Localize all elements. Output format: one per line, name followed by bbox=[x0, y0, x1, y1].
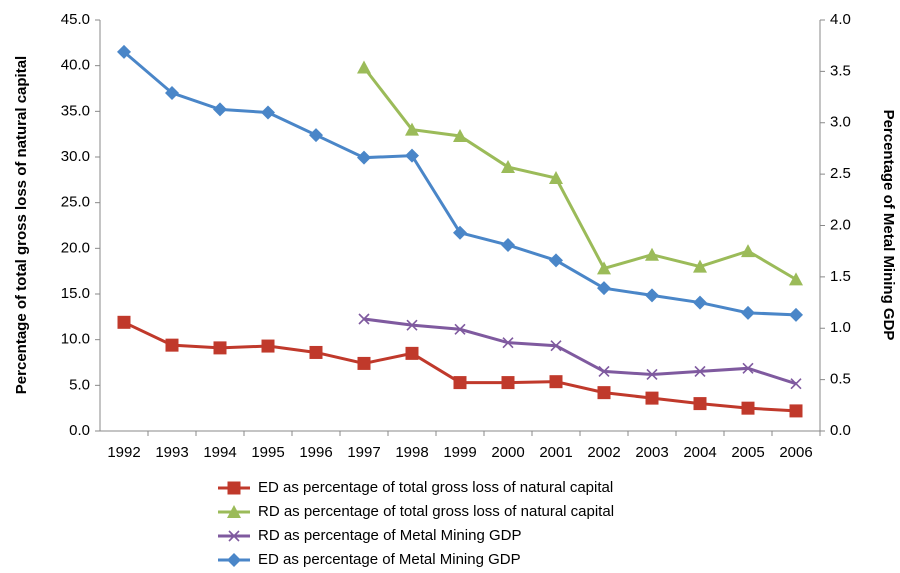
y-tick-label: 10.0 bbox=[61, 331, 90, 348]
y2-tick-label: 3.0 bbox=[830, 114, 851, 131]
data-point bbox=[693, 259, 707, 273]
data-point bbox=[502, 337, 514, 349]
data-point bbox=[117, 315, 131, 329]
data-point bbox=[645, 247, 659, 261]
y2-tick-label: 2.5 bbox=[830, 165, 851, 182]
y2-tick-label: 0.5 bbox=[830, 371, 851, 388]
legend-marker bbox=[227, 553, 241, 567]
data-point bbox=[357, 150, 371, 165]
y-axis-title: Percentage of total gross loss of natura… bbox=[13, 56, 30, 394]
data-point bbox=[213, 341, 227, 355]
data-point bbox=[550, 340, 562, 352]
x-tick-label: 2001 bbox=[539, 444, 572, 461]
data-point bbox=[741, 244, 755, 258]
data-point bbox=[549, 375, 563, 389]
series-line bbox=[363, 317, 797, 386]
y2-tick-label: 2.0 bbox=[830, 216, 851, 233]
data-point bbox=[454, 323, 466, 335]
data-point bbox=[789, 307, 803, 322]
y2-axis-title: Percentage of Metal Mining GDP bbox=[880, 110, 897, 341]
data-point bbox=[213, 102, 227, 117]
data-point bbox=[789, 404, 803, 418]
series-line bbox=[123, 50, 797, 317]
data-point bbox=[261, 105, 275, 120]
y2-tick-label: 3.5 bbox=[830, 62, 851, 79]
data-point bbox=[501, 238, 515, 253]
data-point bbox=[261, 339, 275, 353]
y2-tick-label: 1.0 bbox=[830, 319, 851, 336]
y-tick-label: 25.0 bbox=[61, 194, 90, 211]
data-point bbox=[309, 128, 323, 143]
data-point bbox=[357, 60, 371, 74]
y2-tick-label: 1.5 bbox=[830, 268, 851, 285]
x-tick-label: 2002 bbox=[587, 444, 620, 461]
data-point bbox=[790, 378, 802, 390]
y-tick-label: 0.0 bbox=[69, 422, 90, 439]
legend-label: ED as percentage of total gross loss of … bbox=[258, 479, 613, 496]
data-point bbox=[598, 365, 610, 377]
x-tick-label: 1999 bbox=[443, 444, 476, 461]
data-point bbox=[453, 128, 467, 142]
data-point bbox=[597, 386, 611, 400]
y-tick-label: 35.0 bbox=[61, 102, 90, 119]
x-tick-label: 1997 bbox=[347, 444, 380, 461]
x-tick-label: 1996 bbox=[299, 444, 332, 461]
data-point bbox=[501, 376, 515, 390]
data-point bbox=[549, 253, 563, 268]
data-point bbox=[453, 376, 467, 390]
y-tick-label: 30.0 bbox=[61, 148, 90, 165]
x-tick-label: 1995 bbox=[251, 444, 284, 461]
data-point bbox=[741, 305, 755, 320]
legend-marker bbox=[227, 481, 241, 495]
data-point bbox=[742, 362, 754, 374]
data-point bbox=[358, 313, 370, 325]
data-point bbox=[501, 160, 515, 174]
legend-marker bbox=[227, 505, 241, 518]
x-tick-label: 2006 bbox=[779, 444, 812, 461]
data-point bbox=[357, 356, 371, 370]
data-point bbox=[646, 368, 658, 381]
y-tick-label: 5.0 bbox=[69, 376, 90, 393]
data-point bbox=[405, 346, 419, 360]
data-point bbox=[597, 281, 611, 296]
data-point bbox=[453, 225, 467, 240]
data-point bbox=[406, 319, 418, 331]
y-tick-label: 45.0 bbox=[61, 11, 90, 28]
data-point bbox=[789, 272, 803, 286]
data-point bbox=[693, 295, 707, 310]
legend-label: RD as percentage of total gross loss of … bbox=[258, 503, 614, 520]
data-point bbox=[405, 148, 419, 163]
y-tick-label: 40.0 bbox=[61, 57, 90, 74]
x-tick-label: 1993 bbox=[155, 444, 188, 461]
data-point bbox=[165, 338, 179, 352]
data-point bbox=[645, 391, 659, 405]
data-point bbox=[645, 288, 659, 303]
data-point bbox=[165, 85, 179, 100]
x-tick-label: 2005 bbox=[731, 444, 764, 461]
y-tick-label: 15.0 bbox=[61, 285, 90, 302]
x-tick-label: 1992 bbox=[107, 444, 140, 461]
data-point bbox=[597, 261, 611, 275]
x-tick-label: 1994 bbox=[203, 444, 236, 461]
data-point bbox=[405, 122, 419, 136]
data-point bbox=[694, 365, 706, 377]
legend-label: ED as percentage of Metal Mining GDP bbox=[258, 551, 521, 568]
y2-tick-label: 4.0 bbox=[830, 11, 851, 28]
y-tick-label: 20.0 bbox=[61, 239, 90, 256]
data-point bbox=[117, 44, 131, 59]
data-point bbox=[309, 345, 323, 359]
series-line bbox=[362, 66, 797, 281]
data-point bbox=[741, 401, 755, 415]
x-tick-label: 1998 bbox=[395, 444, 428, 461]
data-point bbox=[549, 171, 563, 185]
legend-label: RD as percentage of Metal Mining GDP bbox=[258, 527, 521, 544]
x-tick-label: 2003 bbox=[635, 444, 668, 461]
legend-marker bbox=[228, 530, 240, 542]
data-point bbox=[693, 397, 707, 411]
x-tick-label: 2004 bbox=[683, 444, 716, 461]
y2-tick-label: 0.0 bbox=[830, 422, 851, 439]
x-tick-label: 2000 bbox=[491, 444, 524, 461]
